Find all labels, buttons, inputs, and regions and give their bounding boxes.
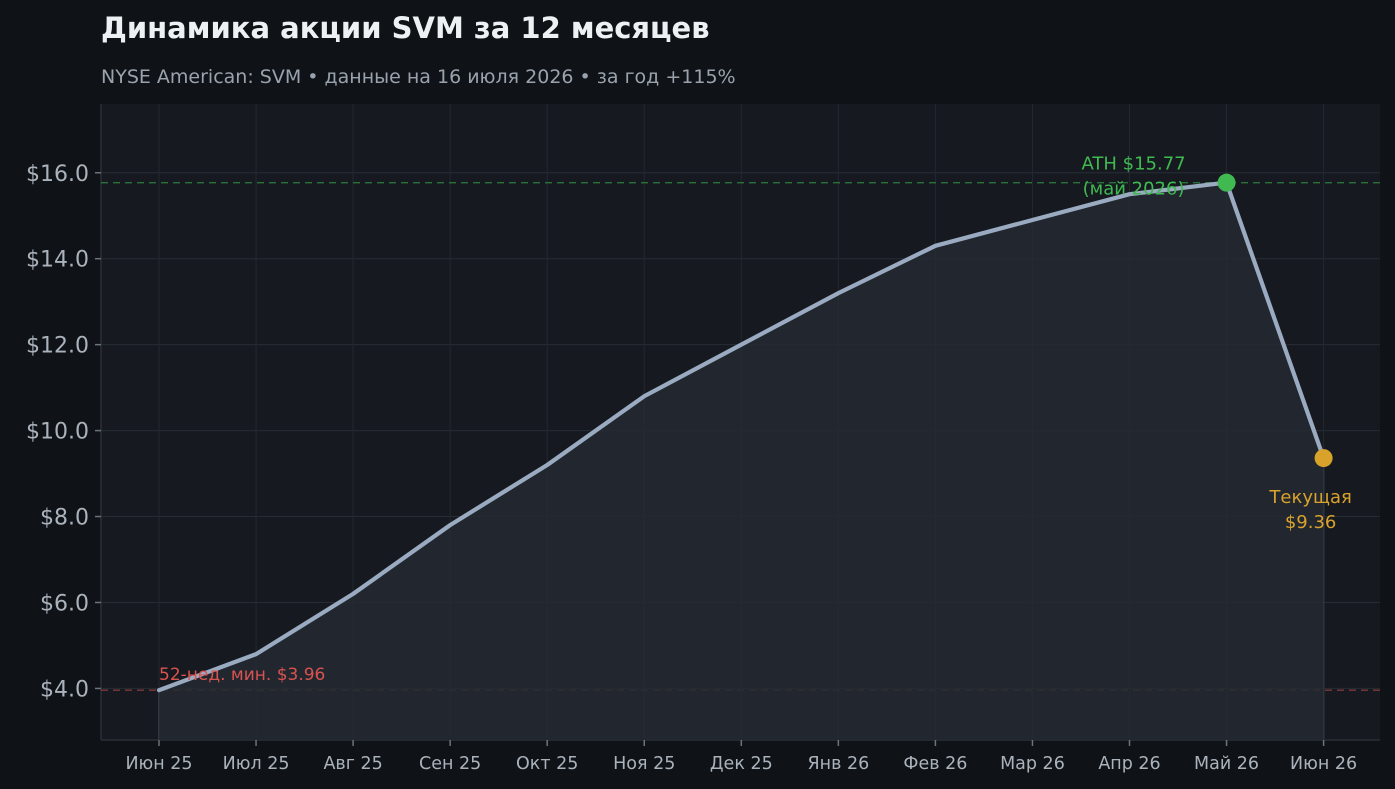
x-tick-label: Ноя 25	[613, 754, 675, 774]
x-tick-label: Фев 26	[903, 754, 967, 774]
price-area-fill	[159, 182, 1324, 741]
y-tick-label: $16.0	[26, 162, 89, 187]
current-label: Текущая	[1268, 487, 1351, 508]
x-tick-label: Янв 26	[807, 754, 869, 774]
x-tick-label: Июн 25	[125, 754, 192, 774]
y-axis-ticks: $4.0 $6.0 $8.0 $10.0 $12.0 $14.0 $16.0	[26, 162, 101, 702]
y-tick-label: $6.0	[40, 591, 89, 616]
chart-subtitle: NYSE American: SVM • данные на 16 июля 2…	[101, 66, 736, 88]
y-tick-label: $4.0	[40, 677, 89, 702]
ath-marker	[1217, 173, 1236, 192]
chart-title: Динамика акции SVM за 12 месяцев	[101, 11, 710, 45]
ath-label: ATH $15.77	[1081, 154, 1185, 175]
x-tick-label: Дек 25	[710, 754, 773, 774]
y-tick-label: $14.0	[26, 248, 89, 273]
x-tick-label: Апр 26	[1098, 754, 1160, 774]
x-axis-ticks: Июн 25 Июл 25 Авг 25 Сен 25 Окт 25 Ноя 25 Дек …	[125, 740, 1357, 774]
current-value-label: $9.36	[1285, 512, 1337, 533]
x-tick-label: Июл 25	[223, 754, 290, 774]
x-tick-label: Май 26	[1194, 754, 1259, 774]
ath-date-label: (май 2026)	[1083, 179, 1185, 200]
x-tick-label: Июн 26	[1290, 754, 1357, 774]
x-tick-label: Мар 26	[1000, 754, 1065, 774]
x-tick-label: Сен 25	[419, 754, 481, 774]
price-line	[156, 180, 1326, 693]
y-tick-label: $12.0	[26, 334, 89, 359]
current-price-marker	[1314, 449, 1333, 468]
x-tick-label: Авг 25	[323, 754, 382, 774]
x-tick-label: Окт 25	[516, 754, 578, 774]
y-tick-label: $8.0	[40, 506, 89, 531]
min-label: 52-нед. мин. $3.96	[159, 665, 325, 685]
y-tick-label: $10.0	[26, 420, 89, 445]
